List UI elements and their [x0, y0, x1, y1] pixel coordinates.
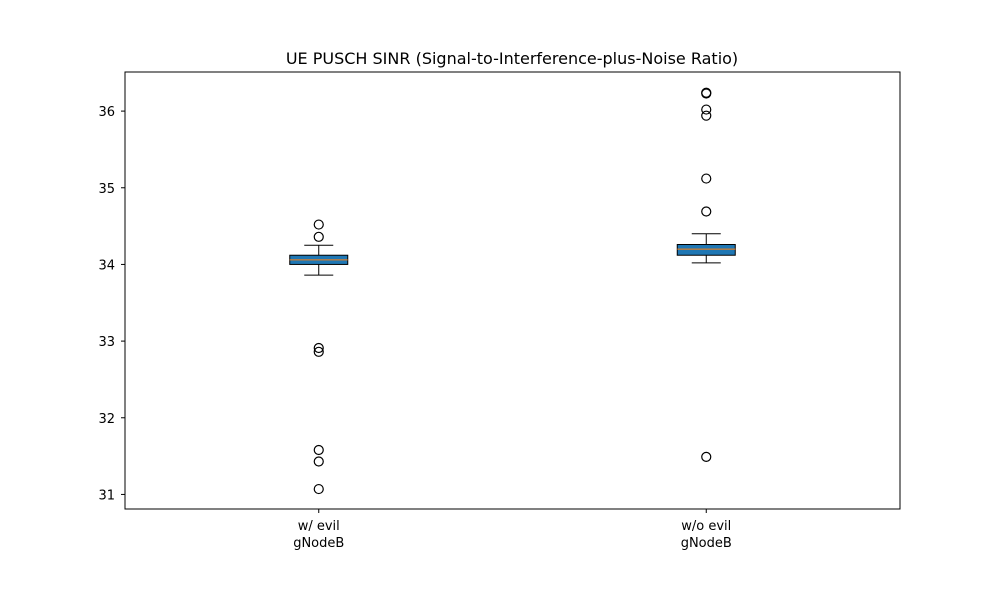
chart-title: UE PUSCH SINR (Signal-to-Interference-pl…	[286, 49, 738, 68]
outlier-point	[313, 231, 324, 242]
outlier-point	[313, 342, 324, 354]
x-tick-label: w/ evil	[298, 519, 340, 534]
box-iqr	[676, 244, 736, 256]
y-tick-label: 35	[98, 182, 115, 197]
y-tick-label: 33	[98, 335, 115, 350]
x-tick-label: gNodeB	[293, 536, 344, 551]
outlier-point	[313, 483, 324, 495]
y-tick-label: 31	[98, 488, 115, 503]
outlier-point	[313, 444, 324, 456]
outlier-point	[701, 451, 712, 462]
outlier-point	[313, 346, 324, 357]
y-tick-label: 34	[98, 258, 115, 273]
box-series	[676, 87, 736, 462]
outlier-point	[701, 206, 712, 217]
boxes-group	[289, 87, 736, 495]
outlier-point	[701, 173, 712, 184]
outlier-point	[701, 104, 712, 115]
outlier-point	[701, 88, 712, 99]
box-series	[289, 219, 349, 495]
x-tick-label: gNodeB	[681, 536, 732, 551]
outlier-point	[701, 110, 712, 121]
y-tick-label: 32	[98, 412, 115, 427]
plot-area-frame	[124, 71, 901, 510]
x-axis: w/ evil gNodeB w/o evil gNodeB	[293, 509, 732, 551]
x-tick-label: w/o evil	[681, 519, 731, 534]
outlier-point	[313, 219, 324, 230]
y-tick-label: 36	[98, 105, 115, 120]
outlier-point	[313, 456, 324, 467]
y-axis: 31 32 33 34 35 36	[98, 105, 125, 503]
